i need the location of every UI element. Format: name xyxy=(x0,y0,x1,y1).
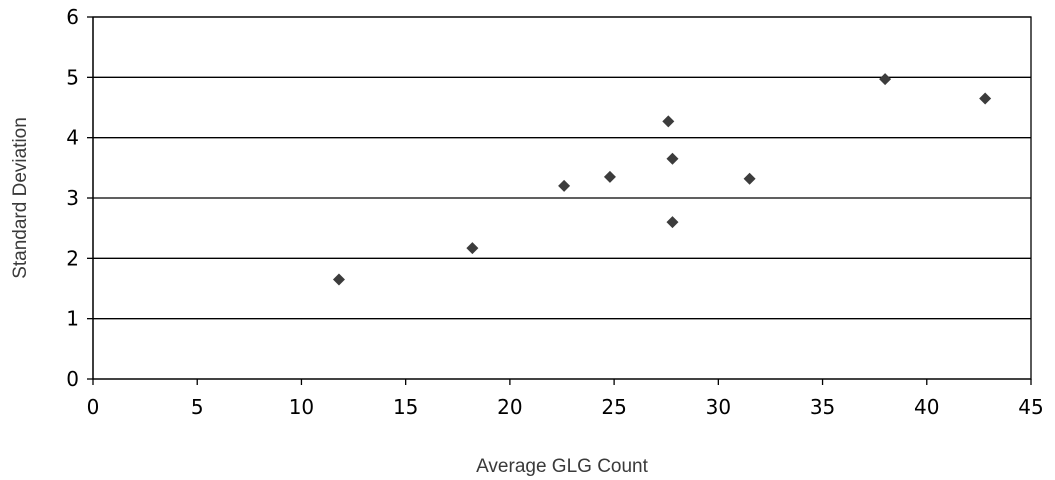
y-tick-label-3: 3 xyxy=(66,186,79,210)
data-point-9 xyxy=(979,92,992,105)
data-point-1 xyxy=(466,242,479,255)
y-tick-label-5: 5 xyxy=(66,65,79,89)
x-axis-title: Average GLG Count xyxy=(476,456,649,477)
data-point-7 xyxy=(743,172,756,185)
data-point-4 xyxy=(662,115,675,128)
y-tick-label-0: 0 xyxy=(66,367,79,391)
x-tick-label-9: 45 xyxy=(1018,395,1043,419)
x-tick-label-8: 40 xyxy=(914,395,939,419)
x-tick-label-0: 0 xyxy=(87,395,100,419)
x-tick-label-6: 30 xyxy=(706,395,731,419)
data-point-8 xyxy=(879,73,892,86)
x-tick-label-1: 5 xyxy=(191,395,204,419)
y-tick-label-2: 2 xyxy=(66,246,79,270)
x-tick-label-4: 20 xyxy=(497,395,522,419)
data-points xyxy=(332,73,992,286)
data-point-0 xyxy=(332,273,345,286)
data-point-2 xyxy=(558,179,571,192)
y-tick-label-6: 6 xyxy=(66,5,79,29)
y-tick-label-4: 4 xyxy=(66,126,79,150)
x-tick-label-7: 35 xyxy=(810,395,835,419)
data-point-5 xyxy=(666,152,679,165)
y-tick-label-1: 1 xyxy=(66,307,79,331)
x-tick-label-2: 10 xyxy=(289,395,314,419)
data-point-3 xyxy=(603,170,616,183)
x-tick-label-3: 15 xyxy=(393,395,418,419)
gridlines xyxy=(93,16,1031,320)
y-axis-title: Standard Deviation xyxy=(10,117,31,279)
data-point-6 xyxy=(666,216,679,229)
x-tick-label-5: 25 xyxy=(601,395,626,419)
